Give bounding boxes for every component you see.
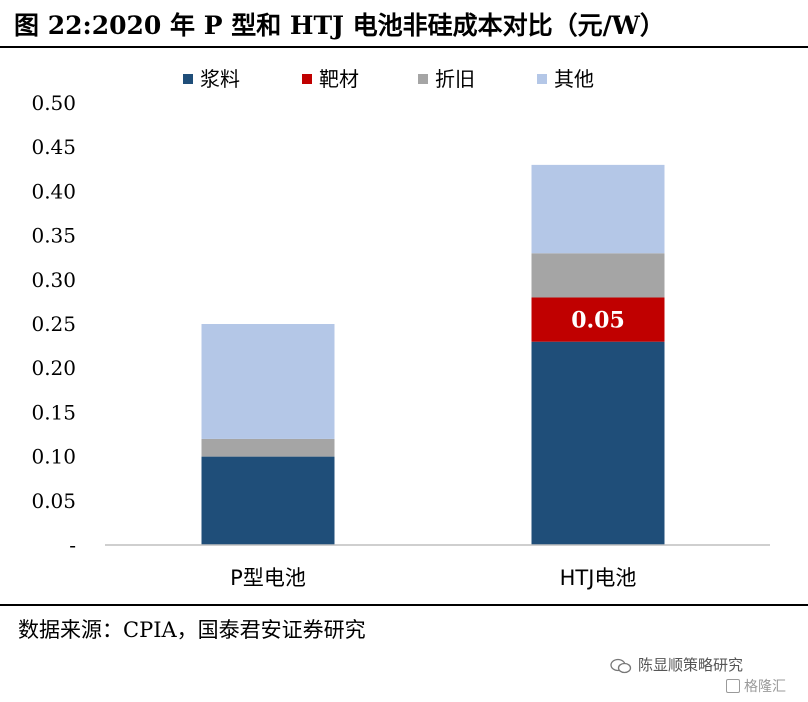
y-tick-label: 0.50	[31, 91, 76, 115]
bar-segment	[531, 164, 665, 254]
y-tick-label: 0.05	[31, 489, 76, 513]
bar-segment	[531, 297, 665, 342]
y-tick-label: 0.15	[31, 400, 76, 424]
legend-swatch	[302, 74, 312, 84]
y-tick-label: -	[69, 533, 76, 557]
y-tick-label: 0.20	[31, 356, 76, 380]
source-rule	[0, 604, 808, 606]
legend-label: 折旧	[435, 67, 475, 91]
brand-label: 陈显顺策略研究	[610, 654, 743, 675]
y-tick-label: 0.45	[31, 135, 76, 159]
bar-segment	[201, 324, 335, 439]
brand-text: 陈显顺策略研究	[638, 656, 744, 674]
bar-segment	[531, 341, 665, 545]
chart-title: 图 22:2020 年 P 型和 HTJ 电池非硅成本对比（元/W）	[14, 11, 665, 40]
bar-segment	[201, 438, 335, 457]
stacked-bar-chart: 浆料 靶材 折旧 其他 - 0.05 0.10 0.15 0.20 0.25 0.30 0.35 0.4…	[31, 67, 770, 590]
legend-swatch	[183, 74, 193, 84]
watermark: 格隆汇	[726, 676, 786, 696]
watermark-logo-icon	[726, 679, 740, 693]
watermark-text: 格隆汇	[744, 679, 786, 695]
legend-label: 靶材	[319, 67, 359, 91]
data-label: 0.05	[571, 308, 625, 334]
bar-segment	[531, 253, 665, 298]
x-category-label: HTJ电池	[560, 566, 637, 590]
y-tick-label: 0.40	[31, 179, 76, 203]
x-category-label: P型电池	[230, 566, 306, 590]
data-source: 数据来源：CPIA，国泰君安证券研究	[18, 618, 366, 642]
legend-label: 浆料	[200, 67, 240, 91]
y-tick-label: 0.25	[31, 312, 76, 336]
y-tick-label: 0.35	[31, 224, 76, 248]
legend-swatch	[418, 74, 428, 84]
bar-segment	[201, 456, 335, 545]
legend-label: 其他	[554, 67, 594, 91]
wechat-icon	[610, 658, 632, 673]
title-rule	[0, 46, 808, 48]
y-tick-label: 0.10	[31, 445, 76, 469]
y-tick-label: 0.30	[31, 268, 76, 292]
legend-swatch	[537, 74, 547, 84]
